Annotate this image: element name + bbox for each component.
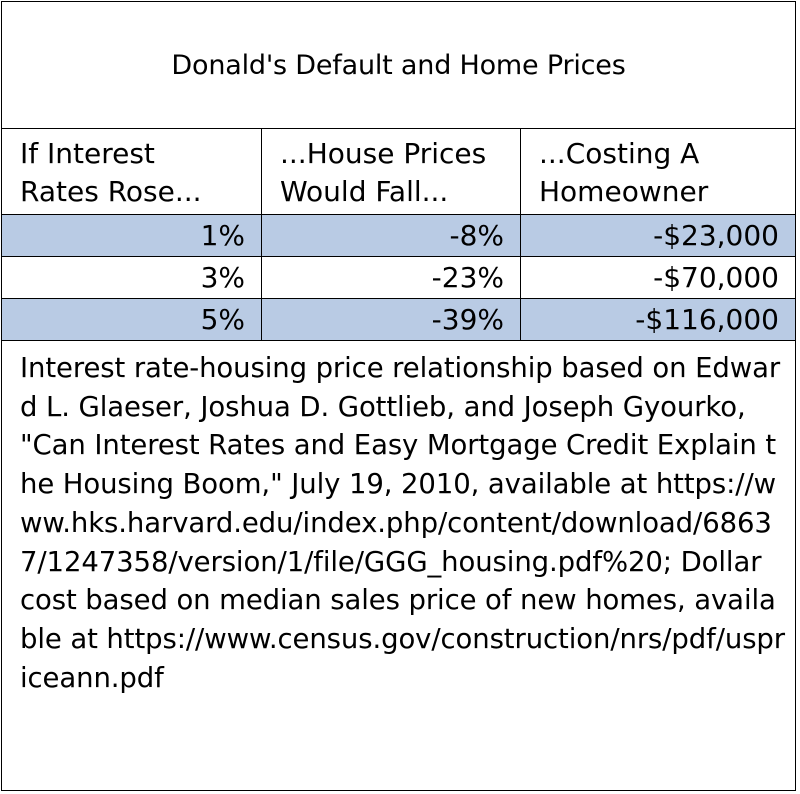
header-cost: ...Costing A Homeowner <box>539 137 709 208</box>
cell-price-fall: -8% <box>262 215 521 256</box>
cell-cost: -$23,000 <box>653 219 779 252</box>
header-rate-rise: If Interest Rates Rose... <box>2 129 262 214</box>
cell-cost: -$70,000 <box>653 261 779 294</box>
header-row: If Interest Rates Rose... ...House Price… <box>2 129 795 215</box>
cell-cost: -$116,000 <box>635 303 779 336</box>
cell-rate-rise: 1% <box>2 215 262 256</box>
cell-rate-rise: 5% <box>2 299 262 340</box>
table-row: 3% -23% -$70,000 <box>2 257 795 299</box>
source-note: Interest rate-housing price relationship… <box>20 352 785 694</box>
cell-rate-rise: 3% <box>2 257 262 298</box>
cell-price-fall: -39% <box>262 299 521 340</box>
table-title: Donald's Default and Home Prices <box>171 49 626 81</box>
table-grid: If Interest Rates Rose... ...House Price… <box>2 129 795 341</box>
title-row: Donald's Default and Home Prices <box>2 2 795 129</box>
header-price-fall: ...House Prices Would Fall... <box>262 129 521 214</box>
table-row: 5% -39% -$116,000 <box>2 299 795 341</box>
cell-price-fall: -23% <box>262 257 521 298</box>
table-row: 1% -8% -$23,000 <box>2 215 795 257</box>
